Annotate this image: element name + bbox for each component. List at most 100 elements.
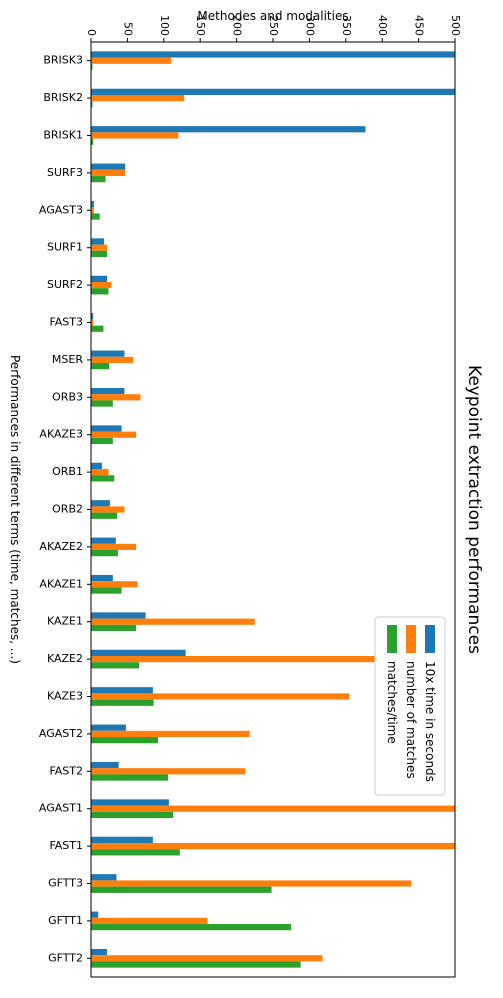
legend-label: matches/time (385, 661, 399, 744)
bar-brisk1-3 (90, 138, 94, 145)
legend-swatch (425, 625, 435, 653)
legend-box (374, 616, 446, 796)
x-tick-label: GFTT3 (48, 877, 83, 890)
x-tick-label: FAST2 (49, 764, 83, 777)
y-axis-label: Methodes and modalities (197, 9, 348, 23)
bar-mser-2 (91, 356, 134, 364)
bar-kaze3-2 (91, 693, 350, 700)
x-tick-label: BRISK3 (43, 54, 83, 67)
bar-kaze2-1 (91, 649, 186, 656)
bar-orb2-3 (91, 512, 118, 519)
bar-akaze1-1 (90, 574, 113, 582)
bar-surf3-2 (91, 169, 126, 177)
x-tick-label: GFTT1 (48, 914, 83, 927)
bar-gftt3-1 (91, 874, 117, 881)
bar-surf1-2 (90, 244, 108, 251)
x-tick-label: AKAZE1 (39, 577, 83, 590)
legend-swatch (406, 625, 416, 653)
legend: 10x time in seconds number of matches matc… (374, 616, 446, 796)
bar-gftt1-2 (91, 917, 208, 925)
bar-fast2-3 (91, 774, 169, 781)
bar-fast1-3 (91, 849, 180, 856)
x-tick-label: ORB1 (52, 465, 83, 478)
bar-orb1-2 (90, 468, 109, 476)
bar-agast2-3 (91, 737, 158, 744)
bar-mser-1 (91, 350, 125, 357)
bar-gftt3-3 (91, 886, 272, 893)
bar-brisk1-1 (91, 126, 366, 133)
bar-akaze1-3 (90, 587, 122, 594)
x-tick-label: KAZE2 (47, 652, 83, 665)
x-tick-label: KAZE3 (47, 690, 83, 703)
x-tick-label: BRISK2 (43, 91, 83, 104)
bar-surf2-2 (91, 281, 112, 289)
bar-agast3-2 (90, 207, 94, 214)
y-tick-label: 0 (85, 29, 98, 36)
bar-gftt1-3 (91, 924, 292, 931)
x-tick-label: GFTT2 (48, 951, 83, 964)
x-tick-label: AGAST3 (39, 203, 83, 216)
bar-gftt1-1 (90, 911, 99, 918)
bar-fast2-2 (91, 768, 246, 775)
x-tick-label: SURF2 (47, 278, 83, 291)
x-tick-label: FAST3 (49, 316, 83, 329)
x-tick-label: AKAZE3 (39, 428, 83, 441)
bar-orb2-1 (91, 500, 110, 507)
x-tick-label: FAST1 (49, 839, 83, 852)
bar-fast1-2 (91, 842, 455, 850)
bar-surf1-3 (90, 250, 108, 258)
bar-akaze2-1 (91, 537, 116, 544)
bar-akaze2-3 (91, 550, 118, 557)
bar-gftt2-3 (91, 961, 301, 968)
x-tick-label: ORB2 (52, 503, 83, 516)
bar-brisk3-1 (91, 51, 455, 58)
plot-area (90, 41, 456, 978)
x-tick-label: AGAST1 (39, 802, 83, 815)
legend-label: number of matches (404, 661, 418, 779)
y-tick-label: 150 (194, 15, 207, 36)
bar-fast2-1 (91, 761, 119, 769)
bar-agast3-3 (90, 213, 100, 220)
bar-kaze2-2 (90, 655, 384, 663)
axis-ticks: BRISK3 BRISK2 BRISK1 SURF3 AGAST3 SURF1 SURF2 F… (39, 15, 462, 964)
bar-kaze1-3 (90, 624, 137, 632)
bar-brisk3-2 (90, 57, 172, 64)
bar-fast3-3 (91, 325, 104, 332)
bar-surf3-3 (90, 176, 106, 183)
legend-label: 10x time in seconds (423, 661, 437, 782)
bar-agast1-3 (91, 811, 174, 819)
bar-gftt2-1 (90, 948, 108, 956)
bar-akaze1-2 (91, 581, 138, 588)
bar-surf3-1 (91, 163, 126, 170)
bar-fast3-2 (90, 319, 94, 326)
bar-brisk2-2 (90, 94, 185, 102)
y-tick-label: 350 (340, 15, 353, 36)
x-tick-label: AKAZE2 (39, 540, 83, 553)
bar-fast1-1 (91, 836, 153, 843)
bar-agast3-1 (90, 200, 94, 208)
bar-orb1-3 (90, 475, 115, 482)
bar-agast1-2 (91, 805, 455, 812)
bar-orb3-1 (91, 387, 125, 395)
bar-kaze3-3 (91, 699, 154, 706)
bar-agast2-2 (91, 730, 250, 738)
y-tick-label: 450 (413, 15, 426, 36)
bar-orb1-1 (91, 462, 102, 469)
bar-orb3-2 (90, 394, 141, 401)
y-tick-label: 300 (303, 15, 316, 36)
bar-surf2-3 (90, 288, 109, 295)
y-tick-label: 400 (376, 15, 389, 36)
x-tick-label: ORB3 (52, 390, 83, 403)
x-axis-label: Performances in different terms (time, m… (8, 355, 22, 664)
bar-akaze3-1 (90, 425, 122, 432)
bar-surf2-1 (90, 275, 108, 282)
bar-kaze2-3 (91, 662, 140, 669)
bar-brisk1-2 (90, 132, 179, 139)
rotated-canvas: Keypoint extraction performances Perform… (8, 9, 484, 978)
legend-swatch (387, 625, 397, 653)
y-tick-label: 200 (231, 15, 244, 36)
bar-gftt2-2 (91, 955, 323, 962)
y-tick-label: 500 (449, 15, 462, 36)
y-tick-label: 50 (121, 22, 134, 36)
